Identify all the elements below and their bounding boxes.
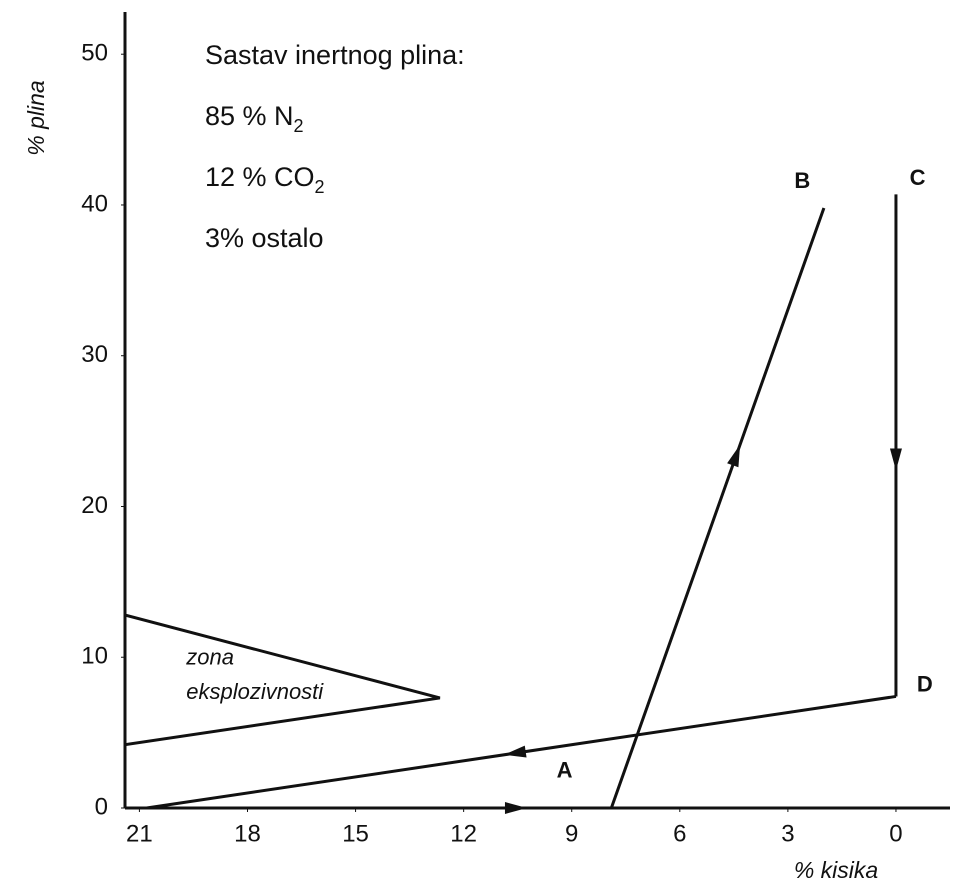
x-tick-label: 6 xyxy=(673,820,686,847)
note: Sastav inertnog plina: xyxy=(205,40,465,70)
x-tick-label: 3 xyxy=(781,820,794,847)
arrow-head xyxy=(889,448,902,471)
x-tick-label: 12 xyxy=(450,820,477,847)
point-label: D xyxy=(917,672,933,697)
x-tick-label: 9 xyxy=(565,820,578,847)
point-label: C xyxy=(910,165,926,190)
x-tick-label: 18 xyxy=(234,820,261,847)
point-label: B xyxy=(794,168,810,193)
note-text: 12 % CO xyxy=(205,162,315,192)
point-label: A xyxy=(557,758,573,783)
x-tick-label: 0 xyxy=(889,820,902,847)
series-line xyxy=(124,613,441,747)
arrow-head xyxy=(504,802,527,814)
y-tick-label: 10 xyxy=(81,643,108,670)
arrow-head xyxy=(503,745,527,758)
y-tick-label: 40 xyxy=(81,190,108,217)
y-tick-label: 20 xyxy=(81,492,108,519)
note-subscript: 2 xyxy=(315,177,325,197)
x-tick-label: 15 xyxy=(342,820,369,847)
y-axis-title: % plina xyxy=(23,80,49,155)
x-axis-title: % kisika xyxy=(794,857,878,883)
arrow-head xyxy=(727,444,741,468)
series-line xyxy=(609,207,826,809)
y-tick-label: 30 xyxy=(81,341,108,368)
note: 85 % N2 xyxy=(205,101,304,136)
y-tick-label: 50 xyxy=(81,40,108,67)
annotation: zona xyxy=(185,645,234,670)
x-tick-label: 21 xyxy=(126,820,153,847)
note-text: 85 % N xyxy=(205,101,294,131)
note: 12 % CO2 xyxy=(205,162,325,197)
y-tick-label: 0 xyxy=(95,793,108,820)
annotation: eksplozivnosti xyxy=(186,679,324,704)
note-subscript: 2 xyxy=(294,116,304,136)
note: 3% ostalo xyxy=(205,223,324,253)
